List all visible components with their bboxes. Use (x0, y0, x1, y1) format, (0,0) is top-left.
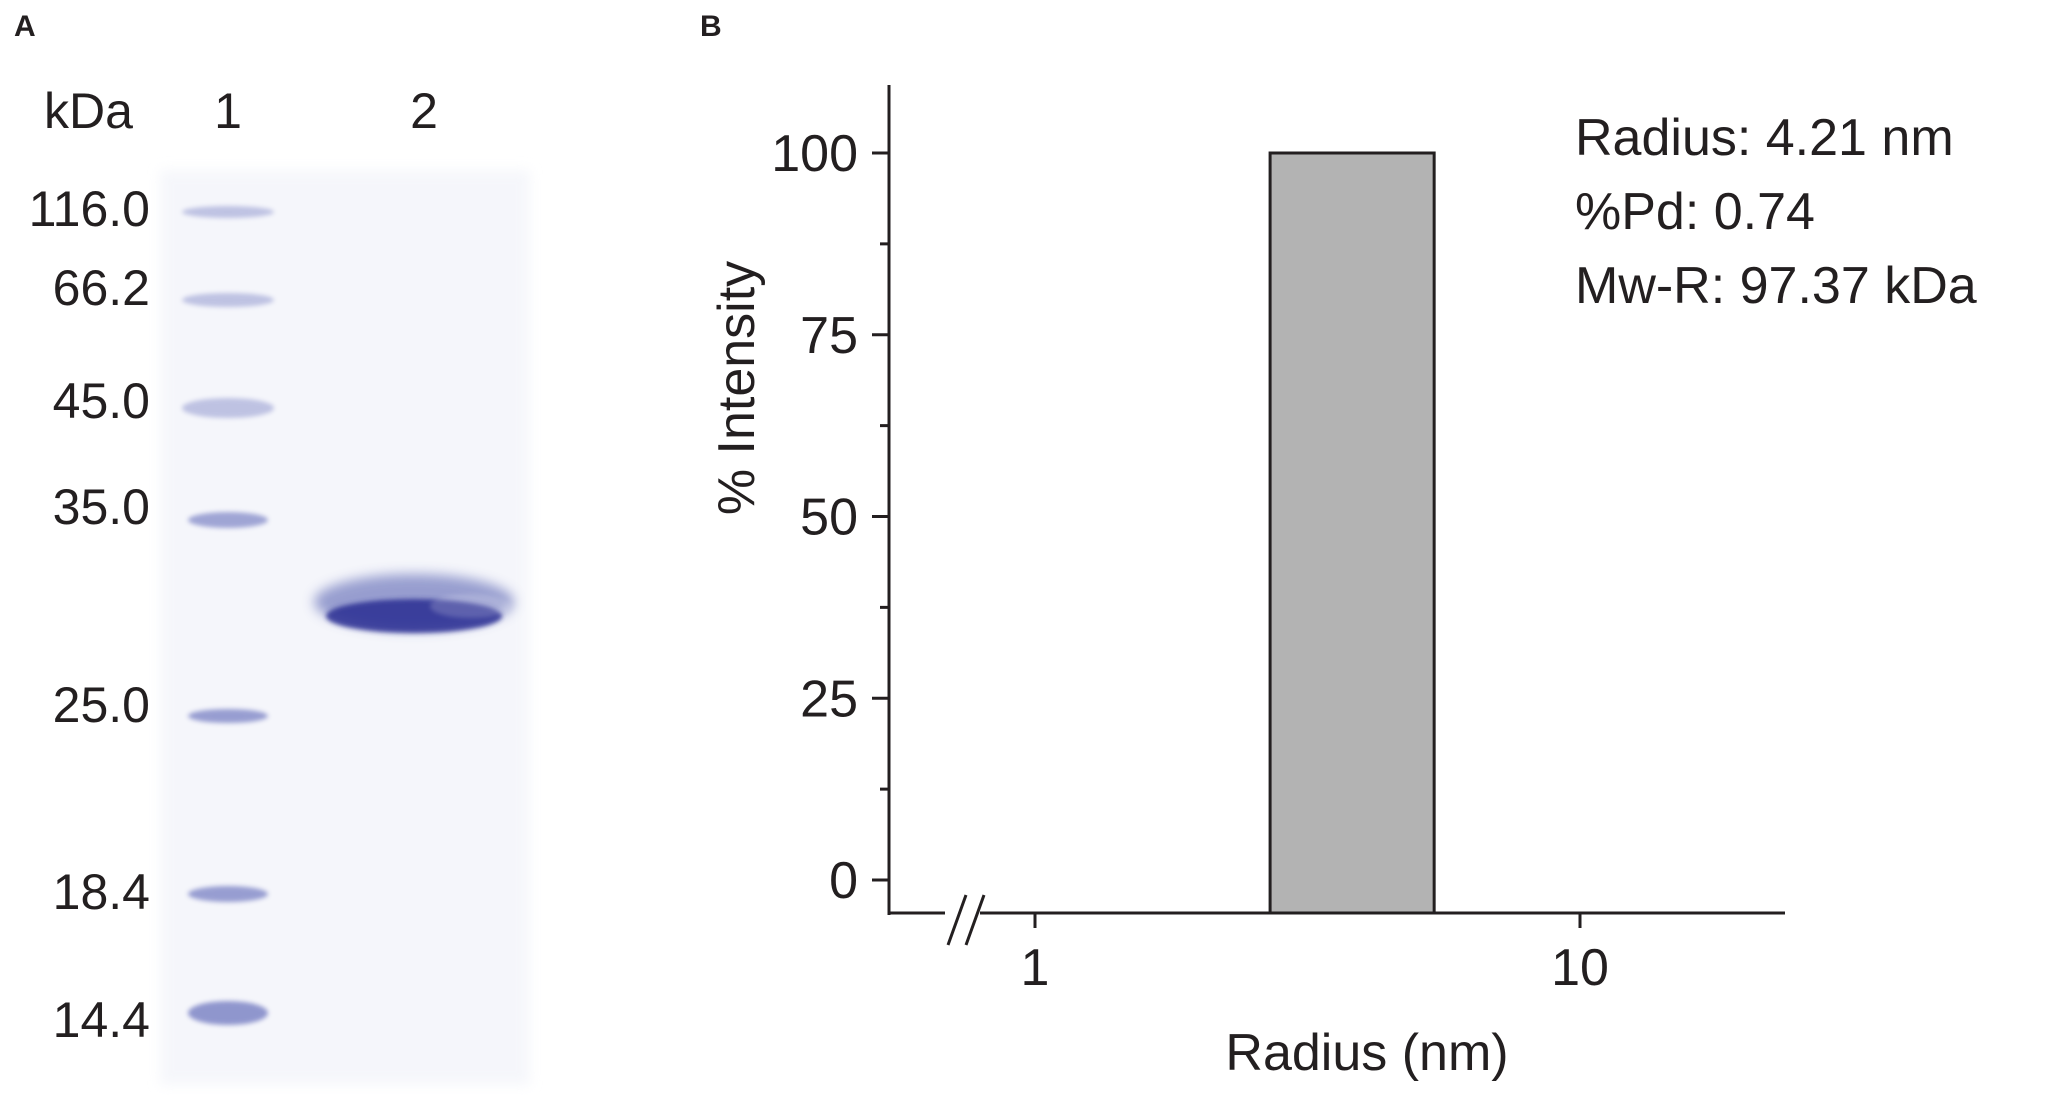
x-axis-title: Radius (nm) (1225, 1024, 1508, 1082)
y-tick-label: 25 (800, 670, 858, 728)
marker-band-14 (188, 1001, 268, 1025)
marker-label-35: 35.0 (53, 479, 150, 535)
x-tick-label: 10 (1551, 939, 1609, 997)
panel-a-label: A (14, 10, 36, 43)
y-axis-title: % Intensity (708, 261, 766, 515)
y-tick-label: 75 (800, 307, 858, 365)
lane-1-label: 1 (214, 83, 242, 139)
y-tick-label: 100 (771, 125, 858, 183)
y-axis-ticks: 0 25 50 75 100 (771, 125, 889, 910)
panel-b-label: B (700, 10, 722, 43)
x-axis-break-mark (946, 894, 986, 946)
marker-bands (182, 206, 274, 1025)
x-axis-ticks: 1 10 (1021, 913, 1609, 997)
annotation-pd: %Pd: 0.74 (1575, 183, 1815, 241)
annotation-mw: Mw-R: 97.37 kDa (1575, 257, 1977, 315)
marker-band-45 (182, 398, 274, 418)
panel-a: A kDa 1 2 116.0 66.2 45.0 35.0 25.0 18.4… (14, 10, 530, 1085)
bars (1268, 151, 1436, 915)
marker-band-25 (188, 709, 268, 723)
marker-band-66 (182, 293, 274, 307)
annotation-radius: Radius: 4.21 nm (1575, 109, 1954, 167)
marker-label-25: 25.0 (53, 677, 150, 733)
panel-b: B 0 25 50 75 100 1 10 Radius (nm) % Intensity… (700, 10, 1977, 1082)
x-tick-label: 1 (1021, 939, 1050, 997)
marker-band-18 (188, 886, 268, 902)
kda-unit-label: kDa (44, 83, 133, 139)
marker-label-14: 14.4 (53, 992, 150, 1048)
bar (1268, 151, 1436, 915)
marker-label-66: 66.2 (53, 260, 150, 316)
sample-band (314, 574, 514, 633)
lane-2-label: 2 (410, 83, 438, 139)
marker-label-116: 116.0 (29, 181, 150, 237)
marker-band-116 (182, 206, 274, 218)
y-tick-label: 50 (800, 489, 858, 547)
y-tick-label: 0 (829, 852, 858, 910)
marker-label-45: 45.0 (53, 373, 150, 429)
marker-label-18: 18.4 (53, 864, 150, 920)
marker-band-35 (188, 512, 268, 528)
